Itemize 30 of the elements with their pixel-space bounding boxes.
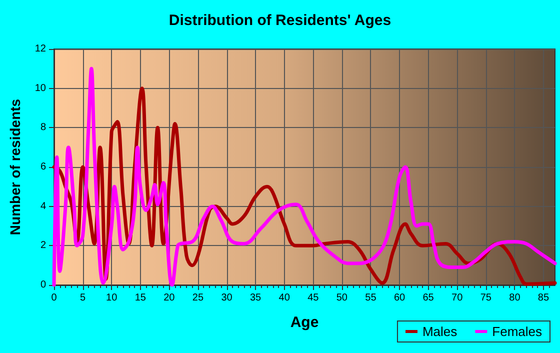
x-tick-label: 20 [164,292,176,304]
legend-label: Females [492,324,542,339]
y-tick-label: 12 [34,44,46,54]
x-tick-label: 85 [538,292,550,304]
y-tick-label: 8 [40,122,46,134]
x-tick-label: 80 [509,292,521,304]
chart-title: Distribution of Residents' Ages [168,12,392,29]
y-tick-label: 2 [40,240,46,252]
y-axis-title: Number of residents [7,98,23,236]
y-tick-label: 6 [40,162,46,172]
y-tick-label: 4 [40,200,46,212]
x-tick-label: 10 [106,292,118,304]
x-tick-label: 0 [51,292,58,304]
x-tick-label: 5 [80,292,86,304]
x-tick-label: 75 [480,292,492,304]
x-tick-label: 35 [250,292,262,304]
x-tick-label: 70 [452,292,464,304]
x-tick-label: 65 [422,292,434,304]
x-tick-label: 30 [221,292,233,304]
x-tick-label: 45 [308,292,320,304]
y-tick-label: 10 [34,82,46,94]
x-tick-label: 15 [134,292,146,304]
x-tick-label: 25 [192,292,204,304]
x-tick-label: 55 [365,292,377,304]
x-tick-label: 40 [278,292,290,304]
y-tick-label: 0 [40,280,46,290]
x-axis-title: Age [290,314,319,331]
legend-label: Males [422,324,458,339]
x-tick-label: 60 [394,292,406,304]
x-tick-label: 50 [336,292,348,304]
